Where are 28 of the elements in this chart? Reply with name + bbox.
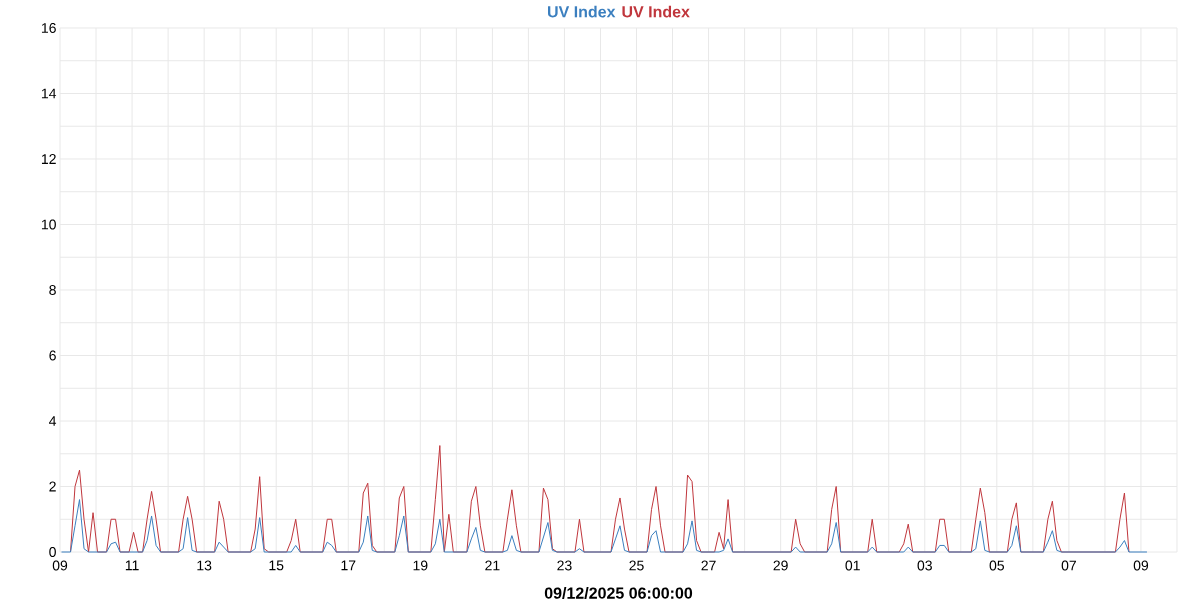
x-tick-label: 13 [197, 560, 212, 571]
x-tick-label: 09 [1133, 560, 1149, 571]
x-axis-title: 09/12/2025 06:00:00 [544, 587, 693, 599]
y-tick-label: 6 [49, 350, 56, 361]
x-tick-label: 21 [485, 560, 500, 571]
y-tick-label: 0 [49, 547, 56, 557]
x-tick-label: 07 [1061, 560, 1076, 571]
x-tick-label: 05 [989, 560, 1005, 571]
x-tick-label: 27 [701, 560, 716, 571]
y-tick-label: 16 [41, 23, 56, 33]
x-tick-label: 03 [917, 560, 932, 571]
y-tick-label: 14 [41, 88, 57, 99]
x-tick-label: 19 [413, 560, 428, 571]
text: UV Index [622, 5, 690, 18]
x-tick-label: 11 [125, 560, 139, 571]
x-tick-label: 25 [629, 560, 644, 571]
x-tick-label: 23 [557, 560, 572, 571]
y-tick-label: 10 [41, 219, 56, 230]
x-tick-label: 17 [341, 560, 356, 571]
x-tick-label: 09 [52, 560, 68, 571]
x-tick-label: 01 [845, 560, 860, 571]
y-tick-label: 2 [49, 481, 56, 492]
y-tick-label: 12 [41, 154, 56, 164]
y-tick-label: 4 [49, 416, 57, 426]
x-tick-label: 29 [773, 560, 788, 571]
x-tick-label: 15 [269, 560, 284, 571]
text: UV Index [548, 5, 616, 18]
y-tick-label: 8 [49, 285, 56, 295]
